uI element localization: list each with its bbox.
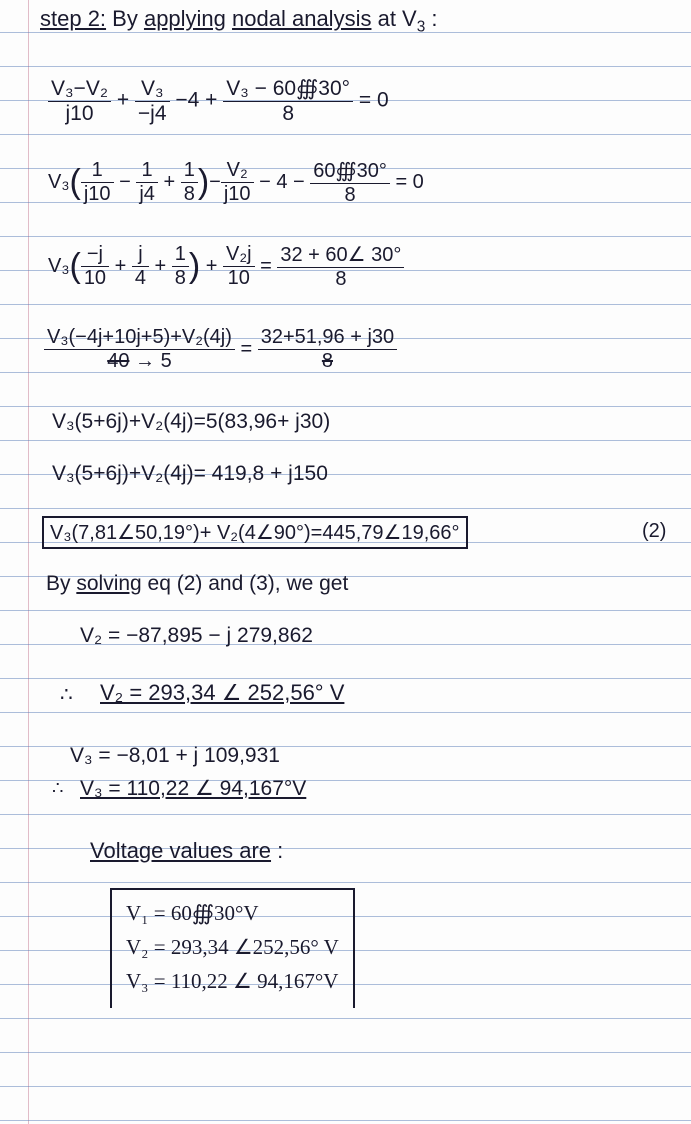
rule-line	[0, 712, 691, 713]
rule-line	[0, 1018, 691, 1019]
eq1: V₃−V₂j10 + V₃−j4 −4 + V₃ − 60∰30°8 = 0	[48, 76, 389, 126]
v2-rect: V₂ = −87,895 − j 279,862	[80, 624, 313, 648]
rule-line	[0, 882, 691, 883]
box-v3: V₃ = 110,22 ∠ 94,167°V	[126, 964, 339, 998]
eq3: V₃(−j10 + j4 + 18) + V₂j10 = 32 + 60∠ 30…	[48, 242, 404, 291]
rule-line	[0, 1120, 691, 1121]
eq4: V₃(−4j+10j+5)+V₂(4j)40 → 5 = 32+51,96 + …	[44, 326, 397, 373]
v3-rect: V₃ = −8,01 + j 109,931	[70, 744, 280, 768]
rule-line	[0, 406, 691, 407]
rule-line	[0, 236, 691, 237]
notebook-paper: step 2: By applying nodal analysis at V3…	[0, 0, 691, 1124]
rule-line	[0, 1086, 691, 1087]
rule-line	[0, 610, 691, 611]
v2-polar: V₂ = 293,34 ∠ 252,56° V	[100, 680, 344, 706]
eq2: V₃(1j10 − 1j4 + 18)−V₂j10 − 4 − 60∰30°8 …	[48, 158, 424, 207]
rule-line	[0, 1052, 691, 1053]
eq5: V₃(5+6j)+V₂(4j)=5(83,96+ j30)	[52, 410, 330, 434]
step-title: step 2: By applying nodal analysis at V3…	[40, 6, 438, 36]
therefore-2: ∴	[52, 778, 63, 799]
rule-line	[0, 134, 691, 135]
solve-line: By solving eq (2) and (3), we get	[46, 572, 348, 596]
rule-line	[0, 508, 691, 509]
rule-line	[0, 678, 691, 679]
rule-line	[0, 304, 691, 305]
box-v1: V₁ = 60∰30°V	[126, 896, 339, 930]
eq7-tag: (2)	[642, 520, 666, 543]
result-box: V₁ = 60∰30°VV₂ = 293,34 ∠252,56° VV₃ = 1…	[110, 888, 355, 1008]
rule-line	[0, 66, 691, 67]
values-title: Voltage values are :	[90, 838, 283, 864]
box-v2: V₂ = 293,34 ∠252,56° V	[126, 930, 339, 964]
rule-line	[0, 814, 691, 815]
eq7: V₃(7,81∠50,19°)+ V₂(4∠90°)=445,79∠19,66°	[42, 516, 468, 549]
rule-line	[0, 440, 691, 441]
therefore-1: ∴	[60, 682, 73, 707]
v3-polar: V₃ = 110,22 ∠ 94,167°V	[80, 776, 306, 801]
eq6: V₃(5+6j)+V₂(4j)= 419,8 + j150	[52, 462, 328, 486]
